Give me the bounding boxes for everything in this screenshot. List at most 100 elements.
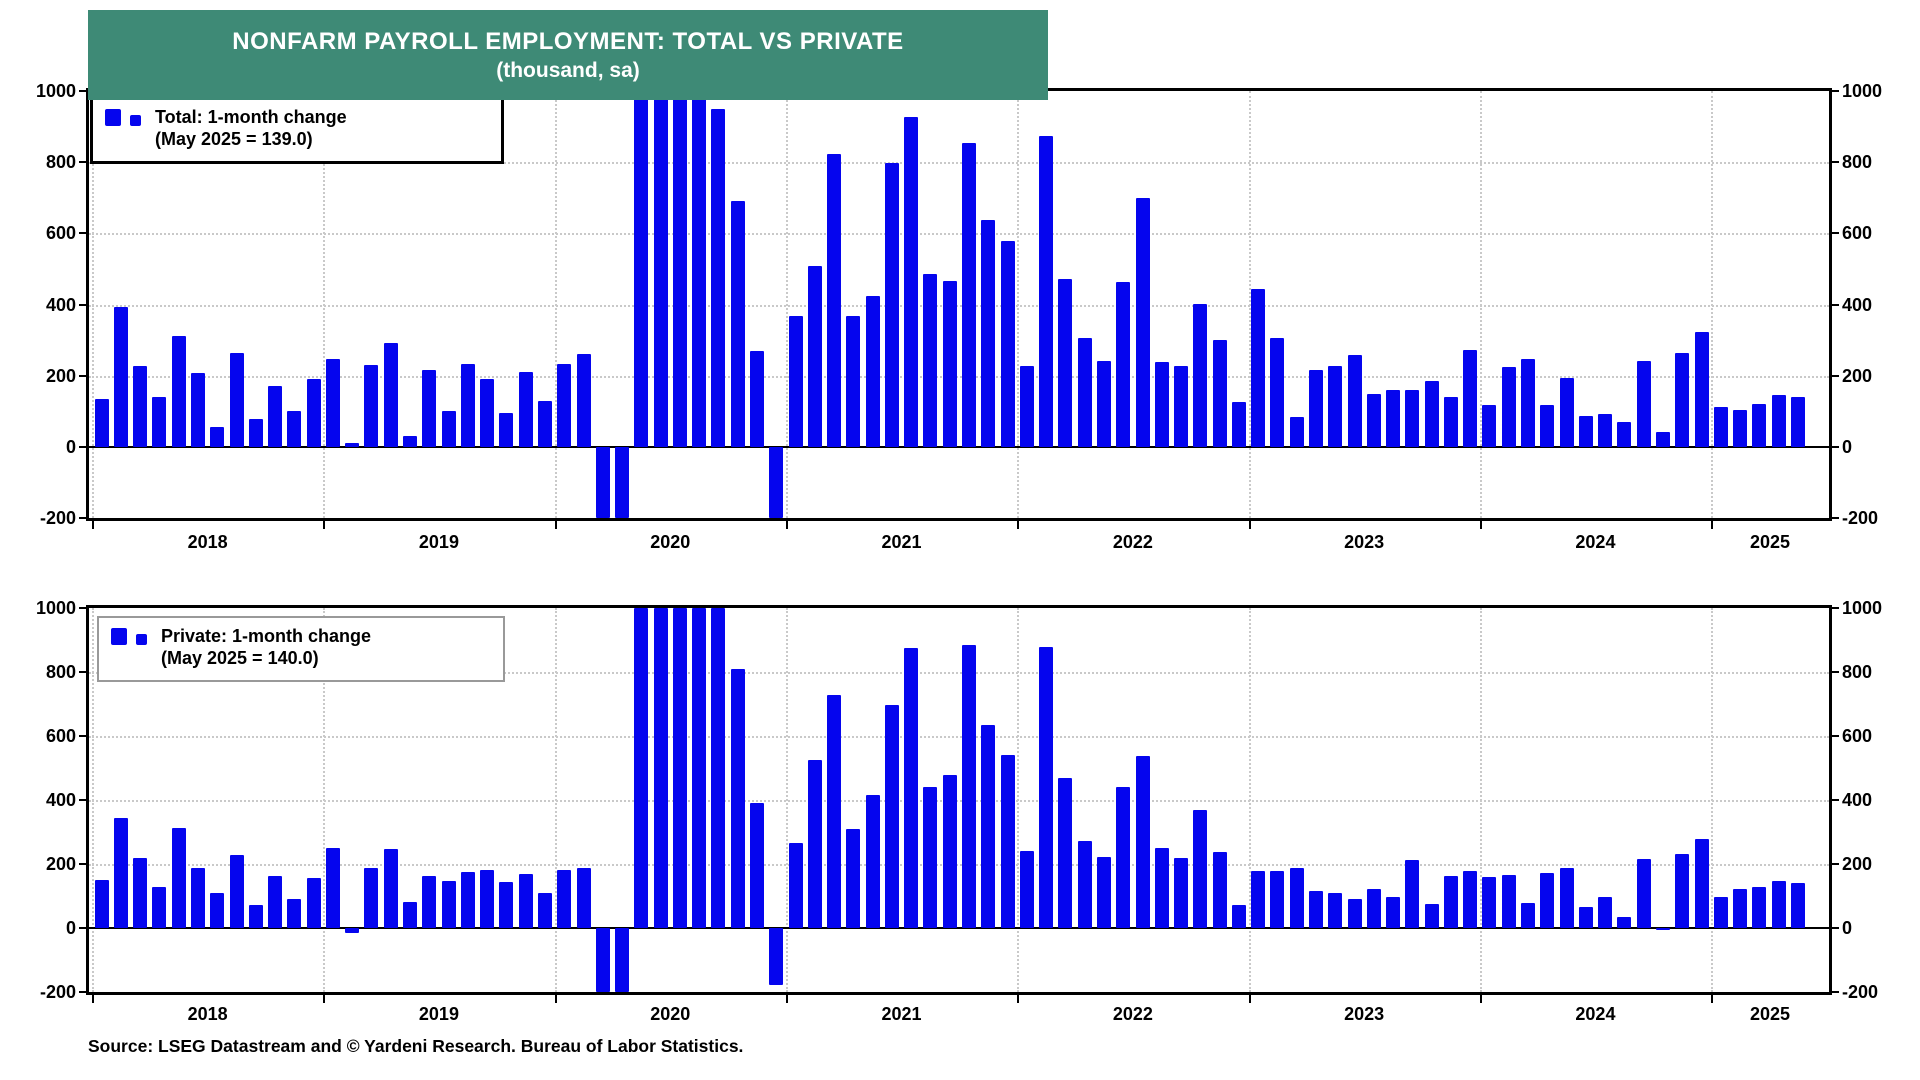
bar: [306, 379, 321, 447]
x-axis-tick: [1248, 521, 1251, 529]
year-label: 2024: [1575, 1004, 1616, 1024]
bar: [325, 359, 340, 447]
bar: [460, 872, 475, 928]
y-tick-label: 400: [1842, 294, 1873, 315]
y-tick-label: 600: [1842, 726, 1873, 746]
bar: [1501, 874, 1516, 928]
bar: [1655, 928, 1670, 930]
year-label: 2020: [650, 1004, 691, 1024]
value-gridline: [89, 800, 1829, 802]
year-label: 2023: [1344, 532, 1385, 552]
bar: [1675, 353, 1690, 447]
bar: [499, 881, 514, 928]
bar: [1636, 360, 1651, 447]
x-axis-tick: [785, 521, 788, 529]
y-axis-tick: [1832, 607, 1839, 609]
bar: [210, 892, 225, 928]
bar: [1366, 889, 1381, 928]
bar: [904, 648, 919, 928]
bar: [1116, 281, 1131, 447]
bar: [1039, 647, 1054, 928]
bar: [191, 372, 206, 447]
bar: [769, 446, 784, 518]
y-axis-tick: [79, 517, 86, 519]
private-legend: Private: 1-month change (May 2025 = 140.…: [97, 616, 505, 682]
bar: [962, 644, 977, 928]
x-axis-tick: [323, 995, 326, 1003]
bar: [1405, 389, 1420, 447]
bar: [1309, 891, 1323, 928]
bar: [1694, 839, 1709, 928]
bar: [1116, 787, 1131, 928]
bar: [923, 786, 938, 928]
y-tick-label: 400: [45, 294, 76, 315]
bar: [1096, 857, 1111, 928]
bar: [1270, 870, 1285, 928]
bar: [904, 116, 919, 447]
bar: [268, 876, 283, 928]
bar: [1019, 366, 1034, 447]
bar: [1328, 365, 1343, 447]
bar: [268, 386, 283, 447]
bar: [1039, 136, 1054, 447]
y-axis-tick: [79, 799, 86, 801]
total-legend-latest-value: (May 2025 = 139.0): [155, 129, 313, 149]
year-label: 2019: [418, 532, 459, 552]
bar: [1386, 389, 1401, 447]
year-label: 2022: [1112, 1004, 1153, 1024]
bar: [1482, 404, 1497, 447]
y-axis-tick: [1832, 799, 1839, 801]
bar: [210, 426, 225, 447]
x-axis-tick: [1017, 995, 1020, 1003]
bar: [403, 436, 418, 447]
bar: [1366, 393, 1381, 447]
legend-bar-icon: [111, 628, 147, 645]
bar: [827, 695, 842, 928]
year-label: 2023: [1344, 1004, 1385, 1024]
x-axis-tick: [554, 521, 557, 529]
bar: [865, 295, 880, 447]
bar: [1154, 362, 1169, 447]
bar: [1405, 860, 1420, 928]
year-label: 2021: [881, 1004, 922, 1024]
bar: [1174, 858, 1189, 928]
bar: [1559, 867, 1574, 928]
x-axis-tick: [1017, 521, 1020, 529]
legend-bar-icon: [105, 109, 141, 126]
zero-line: [89, 927, 1829, 929]
y-axis-tick: [79, 607, 86, 609]
bar: [615, 446, 630, 518]
value-gridline: [89, 162, 1829, 165]
bar: [94, 880, 109, 928]
bar: [345, 928, 360, 933]
bar: [133, 857, 148, 928]
bar: [1251, 870, 1266, 928]
y-tick-label: 200: [45, 854, 76, 874]
legend-bar-icon-small: [130, 115, 141, 126]
bar: [1771, 394, 1786, 447]
bar: [1077, 841, 1092, 928]
bar: [634, 608, 649, 928]
bar: [1077, 337, 1092, 447]
bar: [1212, 340, 1227, 447]
x-axis-tick: [1711, 995, 1714, 1003]
bar: [1212, 852, 1227, 928]
bar: [1694, 332, 1709, 447]
y-tick-label: -200: [39, 982, 76, 1002]
year-label: 2025: [1750, 1004, 1791, 1024]
bar: [1424, 381, 1439, 447]
y-axis-tick: [1832, 863, 1839, 865]
bar: [557, 363, 572, 447]
bar: [576, 868, 591, 928]
bar: [711, 108, 726, 447]
y-tick-label: 600: [1842, 223, 1873, 244]
bar: [171, 335, 186, 447]
bar: [499, 413, 514, 447]
year-label: 2018: [187, 1004, 228, 1024]
y-axis-tick: [79, 303, 86, 306]
total-legend: Total: 1-month change (May 2025 = 139.0): [90, 96, 504, 164]
bar: [884, 704, 899, 928]
total-legend-label: Total: 1-month change: [155, 107, 347, 127]
source-attribution: Source: LSEG Datastream and © Yardeni Re…: [88, 1036, 744, 1056]
bar: [1752, 404, 1767, 447]
